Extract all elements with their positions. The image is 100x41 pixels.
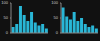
svg-text:50: 50: [8, 15, 9, 20]
svg-text:100: 100: [51, 0, 58, 5]
svg-text:0: 0: [8, 30, 9, 35]
svg-text:100: 100: [8, 0, 9, 5]
svg-text:50: 50: [54, 15, 59, 20]
svg-text:0: 0: [56, 30, 59, 35]
